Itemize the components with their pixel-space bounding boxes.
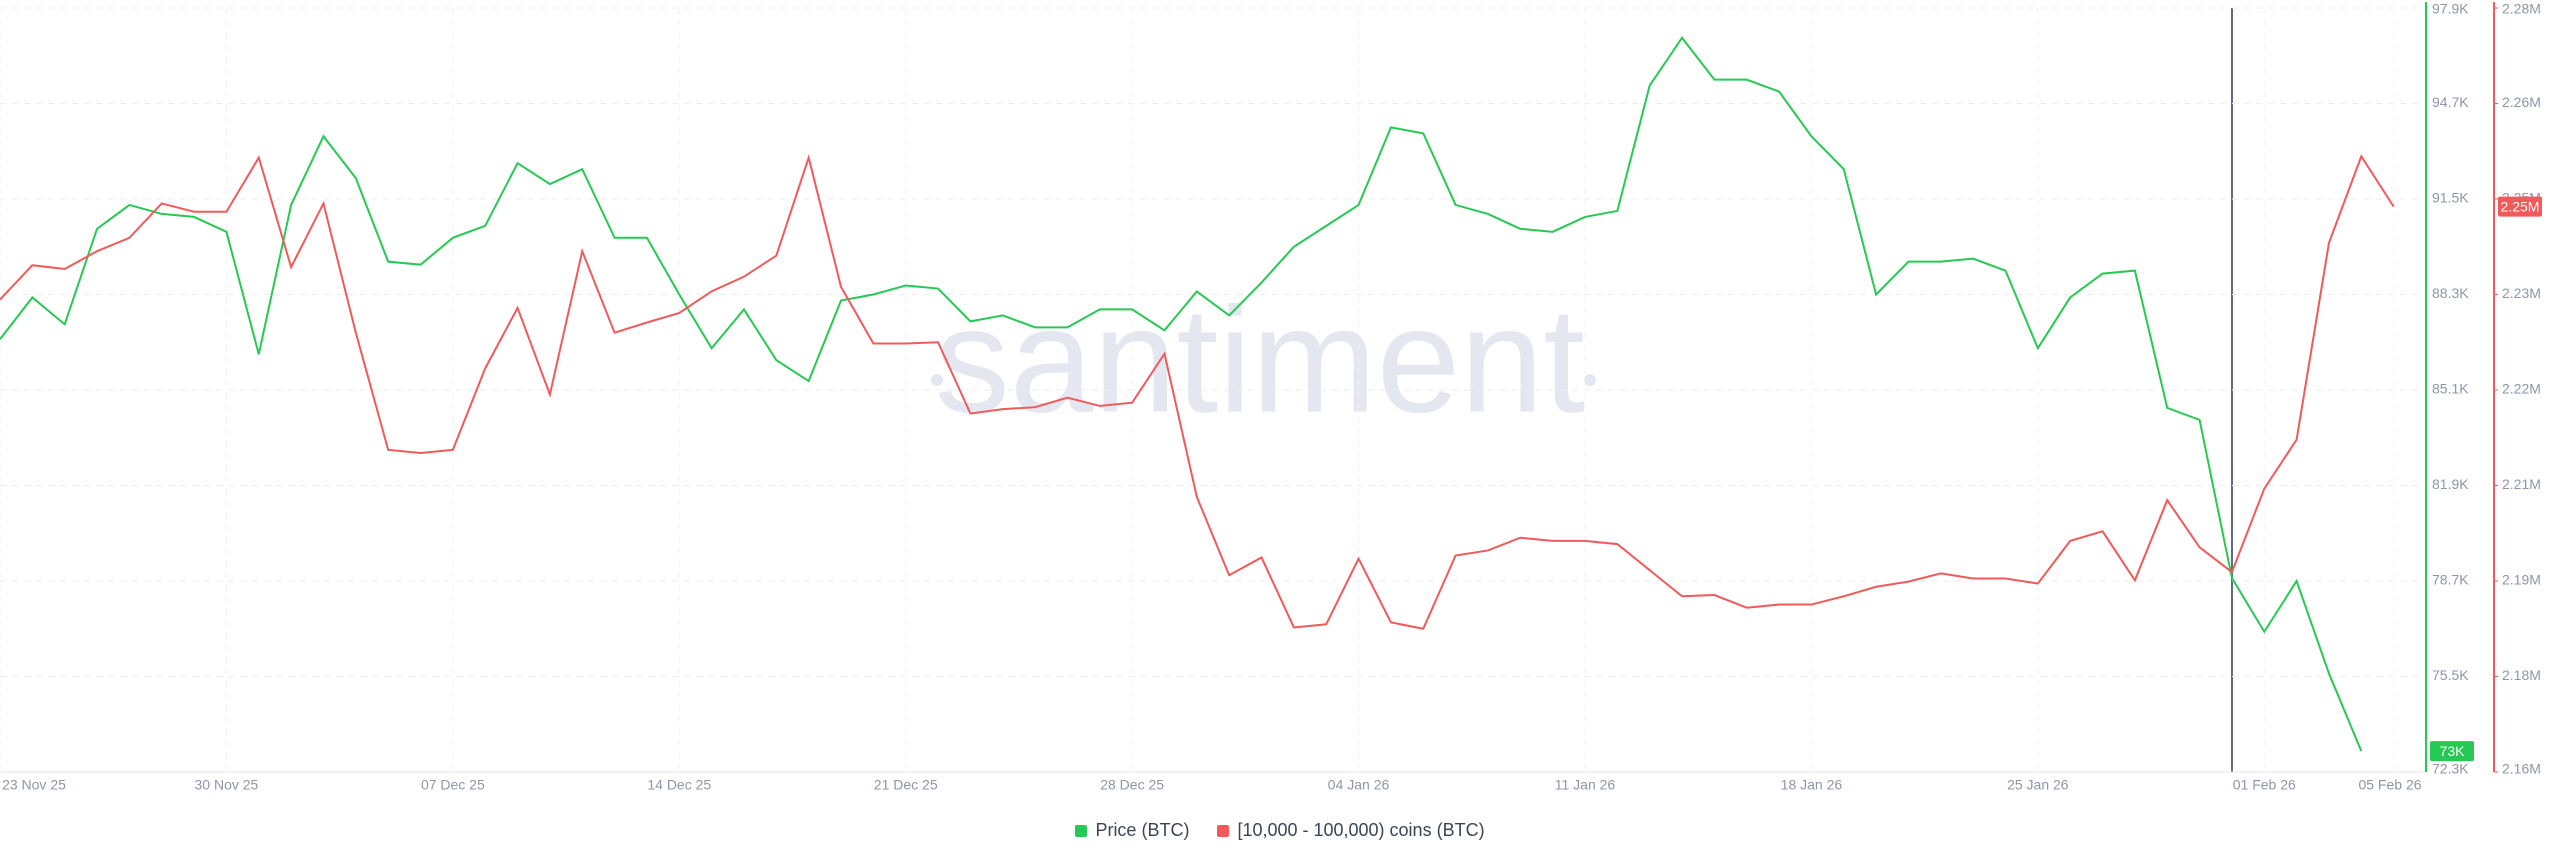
badge-bg bbox=[2430, 741, 2474, 762]
x-tick-label: 11 Jan 26 bbox=[1555, 777, 1616, 793]
y-tick-label: 72.3K bbox=[2432, 761, 2469, 777]
x-tick-label: 07 Dec 25 bbox=[421, 777, 485, 793]
x-tick-label: 18 Jan 26 bbox=[1781, 777, 1843, 793]
value-label: 2.25M bbox=[2501, 198, 2540, 214]
badge-bg bbox=[2498, 196, 2542, 217]
y2-tick-label: 2.23M bbox=[2502, 285, 2541, 301]
x-tick-label: 28 Dec 25 bbox=[1100, 777, 1164, 793]
series-line bbox=[0, 36, 2363, 752]
x-tick-label: 14 Dec 25 bbox=[647, 777, 711, 793]
x-tick-label: 04 Jan 26 bbox=[1328, 777, 1390, 793]
y-tick-label: 88.3K bbox=[2432, 285, 2469, 301]
legend-item[interactable]: [10,000 - 100,000) coins (BTC) bbox=[1217, 820, 1485, 841]
y2-tick-label: 2.28M bbox=[2502, 1, 2541, 17]
legend-label: [10,000 - 100,000) coins (BTC) bbox=[1237, 820, 1485, 840]
x-tick-label: 30 Nov 25 bbox=[195, 777, 259, 793]
series-line bbox=[0, 154, 2395, 630]
x-tick-label: 23 Nov 25 bbox=[2, 777, 66, 793]
y2-tick-label: 2.19M bbox=[2502, 572, 2541, 588]
legend: Price (BTC) [10,000 - 100,000) coins (BTC… bbox=[0, 820, 2560, 841]
value-label: 73K bbox=[2440, 743, 2466, 759]
y2-tick-label: 2.18M bbox=[2502, 667, 2541, 683]
watermark: santiment bbox=[935, 276, 1585, 444]
watermark-dot bbox=[931, 374, 943, 386]
x-tick-label: 01 Feb 26 bbox=[2233, 777, 2296, 793]
watermark-dot bbox=[1584, 374, 1596, 386]
x-tick-label: 25 Jan 26 bbox=[2007, 777, 2069, 793]
y-tick-label: 97.9K bbox=[2432, 1, 2469, 17]
legend-item[interactable]: Price (BTC) bbox=[1075, 820, 1189, 841]
x-tick-label: 21 Dec 25 bbox=[874, 777, 938, 793]
y-tick-label: 91.5K bbox=[2432, 190, 2469, 206]
y2-tick-label: 2.21M bbox=[2502, 476, 2541, 492]
legend-swatch bbox=[1075, 824, 1088, 837]
x-tick-label: 05 Feb 26 bbox=[2358, 777, 2421, 793]
y-tick-label: 94.7K bbox=[2432, 94, 2469, 110]
y2-tick-label: 2.26M bbox=[2502, 94, 2541, 110]
y-tick-label: 81.9K bbox=[2432, 476, 2469, 492]
value-badge: 73K bbox=[2430, 741, 2474, 762]
legend-swatch bbox=[1217, 824, 1230, 837]
y-tick-label: 75.5K bbox=[2432, 667, 2469, 683]
value-badge: 2.25M bbox=[2498, 196, 2542, 217]
legend-label: Price (BTC) bbox=[1095, 820, 1190, 840]
y2-tick-label: 2.16M bbox=[2502, 761, 2541, 777]
y-tick-label: 85.1K bbox=[2432, 381, 2469, 397]
y-tick-label: 78.7K bbox=[2432, 572, 2469, 588]
y2-tick-label: 2.22M bbox=[2502, 381, 2541, 397]
